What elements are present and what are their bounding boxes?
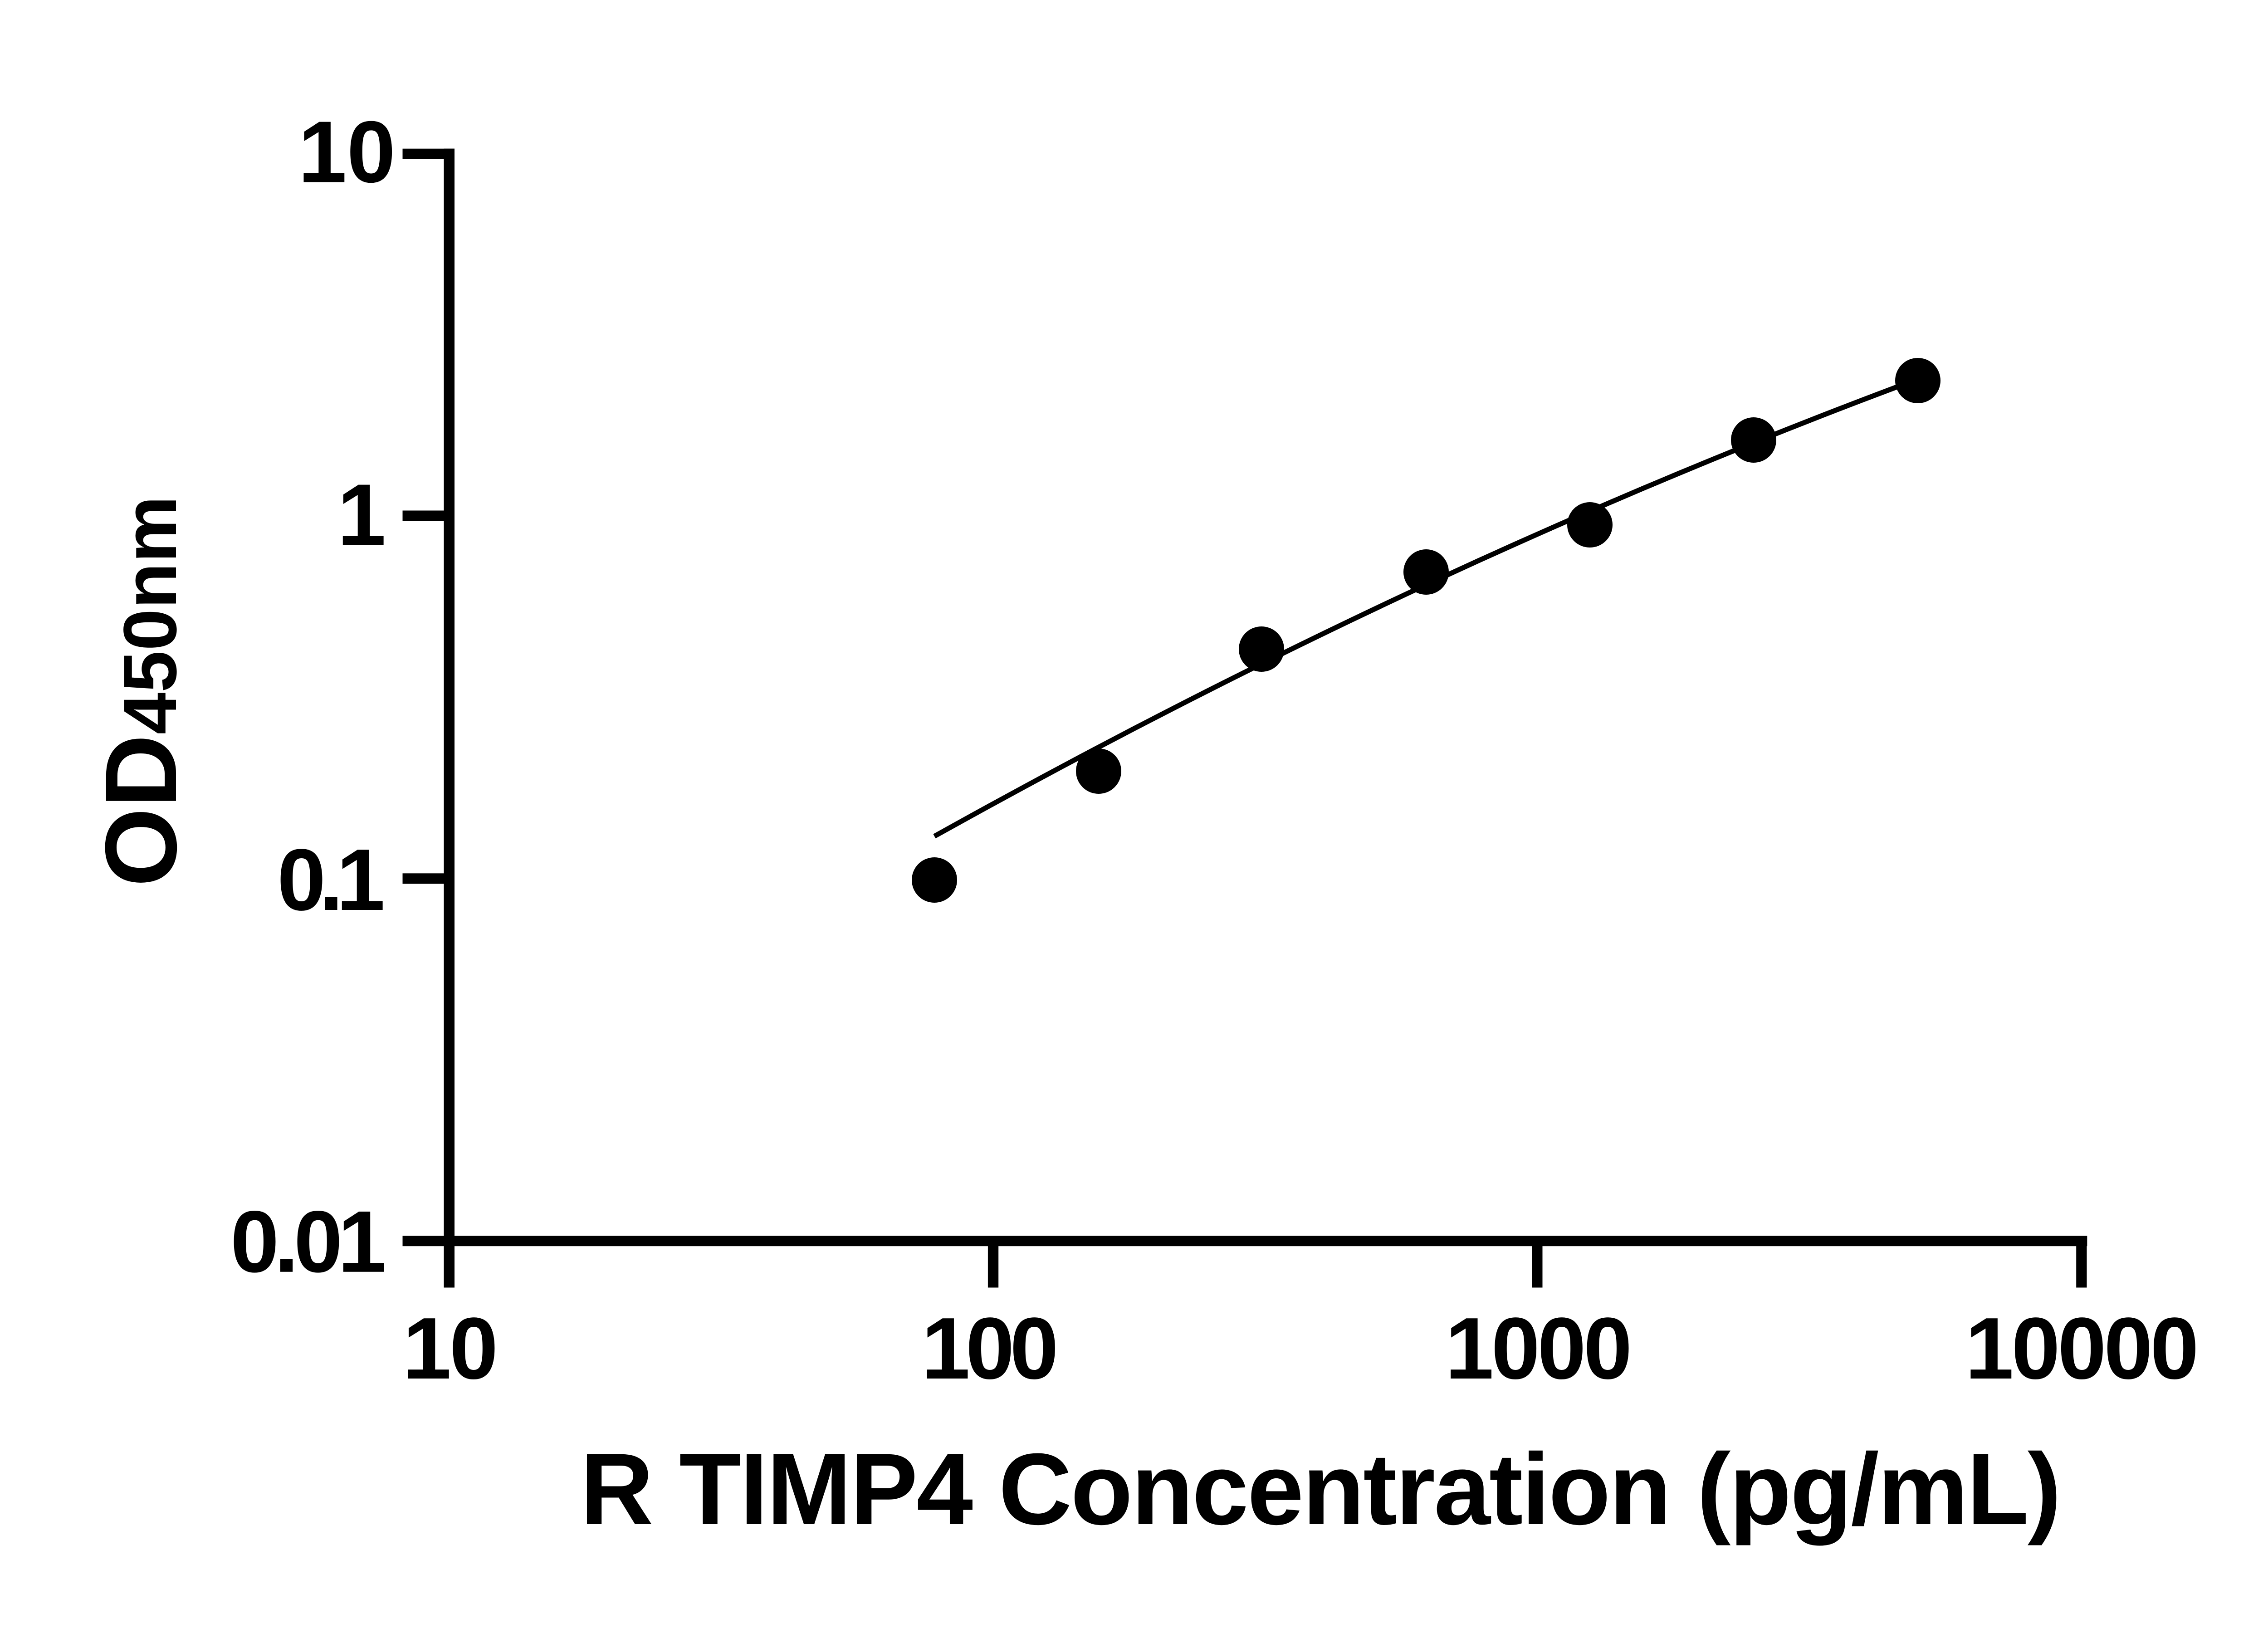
svg-text:10: 10 <box>298 103 396 200</box>
svg-text:R TIMP4 Concentration (pg/mL): R TIMP4 Concentration (pg/mL) <box>580 1433 2061 1546</box>
svg-text:1000: 1000 <box>1445 1299 1632 1397</box>
svg-text:0.01: 0.01 <box>230 1193 386 1291</box>
svg-text:1: 1 <box>337 465 386 563</box>
svg-text:100: 100 <box>921 1299 1058 1397</box>
svg-text:10: 10 <box>403 1299 499 1397</box>
svg-text:0.1: 0.1 <box>277 831 385 929</box>
svg-text:10000: 10000 <box>1965 1299 2199 1397</box>
svg-text:OD450nm: OD450nm <box>84 496 198 887</box>
